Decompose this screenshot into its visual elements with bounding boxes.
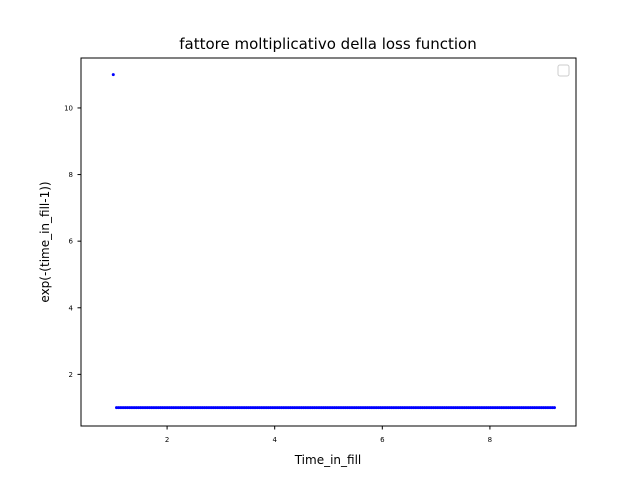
legend-box <box>557 64 570 77</box>
y-tick-label: 2 <box>69 371 73 379</box>
data-point <box>552 406 556 410</box>
x-tick-label: 4 <box>272 436 277 444</box>
data-point <box>111 73 115 77</box>
y-tick-label: 4 <box>69 304 74 312</box>
x-tick-label: 6 <box>380 436 385 444</box>
x-axis: 2 4 6 8 <box>165 426 492 444</box>
y-tick-label: 8 <box>69 171 73 179</box>
y-axis-label: exp(-(time_in_fill-1)) <box>38 181 52 302</box>
y-axis: 2 4 6 8 10 <box>64 104 81 379</box>
data-points <box>111 73 556 410</box>
y-tick-label: 6 <box>69 238 74 246</box>
y-tick-label: 10 <box>64 104 73 112</box>
plot-area <box>80 57 577 427</box>
x-tick-label: 2 <box>165 436 169 444</box>
x-axis-label: Time_in_fill <box>294 453 362 467</box>
x-tick-label: 8 <box>488 436 492 444</box>
chart-title: fattore moltiplicativo della loss functi… <box>179 35 476 53</box>
